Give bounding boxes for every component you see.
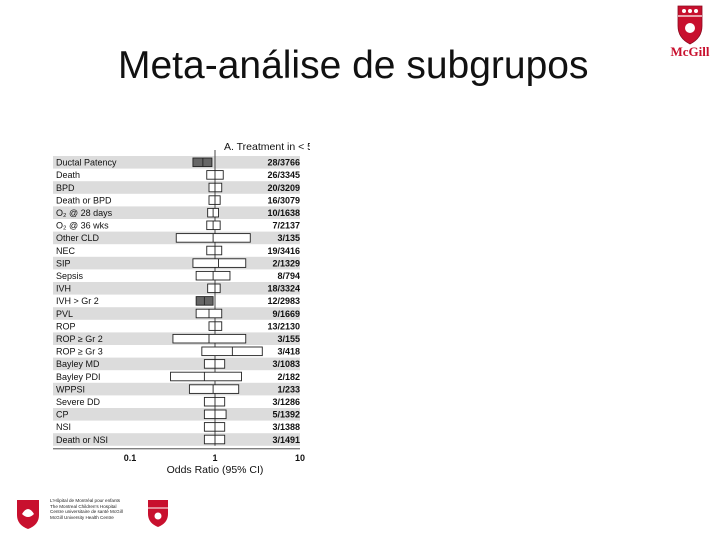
row-shade <box>53 282 300 295</box>
row-label: SIP <box>56 258 71 268</box>
ci-box <box>207 283 221 294</box>
row-label: Other CLD <box>56 233 100 243</box>
muhc-crest-icon <box>148 500 168 527</box>
row-events: 12/2983 <box>267 296 300 306</box>
row-events: 9/1669 <box>272 309 300 319</box>
ci-box <box>188 384 240 394</box>
ci-box <box>192 258 247 268</box>
x-tick-label: 0.1 <box>124 453 137 463</box>
row-label: NSI <box>56 422 71 432</box>
row-events: 18/3324 <box>267 284 300 294</box>
row-label: CP <box>56 410 69 420</box>
row-label: Death or NSI <box>56 435 108 445</box>
x-tick-label: 10 <box>295 453 305 463</box>
row-events: 3/1388 <box>272 422 300 432</box>
row-shade <box>53 206 300 219</box>
row-label: Death <box>56 170 80 180</box>
ci-box <box>206 245 223 256</box>
row-shade <box>53 433 300 446</box>
row-label: O₂ @ 36 wks <box>56 221 109 231</box>
row-shade <box>53 408 300 421</box>
row-events: 7/2137 <box>272 221 300 231</box>
row-shade <box>53 181 300 194</box>
row-events: 3/1491 <box>272 435 300 445</box>
ci-box <box>203 434 226 445</box>
row-shade <box>53 156 300 169</box>
row-events: 2/182 <box>277 372 300 382</box>
ci-box <box>203 359 226 369</box>
row-label: ROP ≥ Gr 3 <box>56 347 103 357</box>
hospital-name: L'Hôpital de Montréal pour enfants The M… <box>50 498 146 520</box>
row-label: WPPSI <box>56 384 85 394</box>
hospital-crest-icon <box>17 500 39 529</box>
row-label: Ductal Patency <box>56 158 117 168</box>
chart-title: A. Treatment in < 50% of Controls <box>224 141 310 153</box>
x-axis-label: Odds Ratio (95% CI) <box>167 464 264 476</box>
row-label: Death or BPD <box>56 195 112 205</box>
row-label: Bayley MD <box>56 359 100 369</box>
row-events: 28/3766 <box>267 158 300 168</box>
row-events: 20/3209 <box>267 183 300 193</box>
row-shade <box>53 382 300 396</box>
row-events: 2/1329 <box>272 258 300 268</box>
row-events: 3/1286 <box>272 397 300 407</box>
footer-line: Centre universitaire de santé McGill <box>50 509 123 515</box>
mcgill-crest-icon <box>677 5 703 45</box>
row-label: Sepsis <box>56 271 84 281</box>
row-shade <box>53 256 300 270</box>
x-tick-label: 1 <box>212 453 217 463</box>
row-label: Severe DD <box>56 397 101 407</box>
row-events: 10/1638 <box>267 208 300 218</box>
footer-line: The Montreal Children's Hospital <box>50 503 117 509</box>
row-label: ROP ≥ Gr 2 <box>56 334 103 344</box>
row-label: O₂ @ 28 days <box>56 208 113 218</box>
footer-line: L'Hôpital de Montréal pour enfants <box>50 498 121 503</box>
ci-box <box>203 396 226 407</box>
row-events: 3/155 <box>277 334 300 344</box>
mcgill-wordmark: McGill <box>670 44 710 59</box>
row-events: 19/3416 <box>267 246 300 256</box>
row-shade <box>53 357 300 371</box>
row-events: 3/135 <box>277 233 300 243</box>
row-events: 3/418 <box>277 347 300 357</box>
row-events: 16/3079 <box>267 195 300 205</box>
row-label: BPD <box>56 183 75 193</box>
row-shade <box>53 307 300 320</box>
ci-box <box>203 422 226 432</box>
row-events: 5/1392 <box>272 410 300 420</box>
row-events: 1/233 <box>277 384 300 394</box>
row-events: 26/3345 <box>267 170 300 180</box>
row-label: Bayley PDI <box>56 372 101 382</box>
row-label: IVH <box>56 284 71 294</box>
footer-line: McGill University Health Centre <box>50 514 114 520</box>
row-events: 13/2130 <box>267 321 300 331</box>
slide-title: Meta-análise de subgrupos <box>118 44 589 87</box>
forest-plot: A. Treatment in < 50% of Controls Ductal … <box>53 141 310 476</box>
row-label: IVH > Gr 2 <box>56 296 99 306</box>
row-label: ROP <box>56 321 76 331</box>
row-events: 3/1083 <box>272 359 300 369</box>
row-events: 8/794 <box>277 271 300 281</box>
row-label: PVL <box>56 309 73 319</box>
ci-box <box>170 371 242 382</box>
row-label: NEC <box>56 246 76 256</box>
